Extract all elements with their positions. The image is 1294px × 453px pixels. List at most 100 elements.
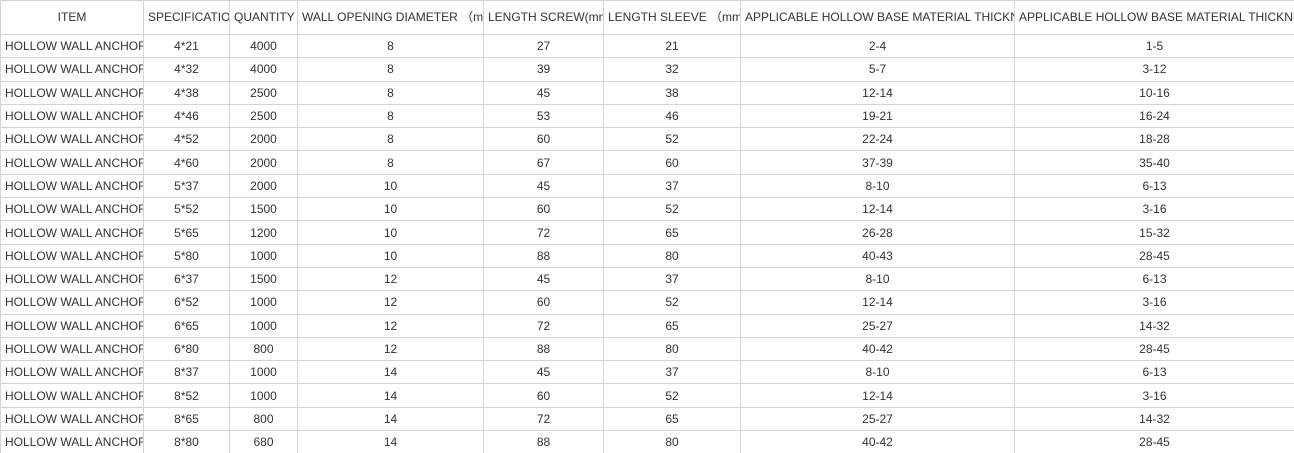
cell-quantity: 4000: [229, 57, 298, 82]
cell-quantity: 1000: [229, 313, 298, 338]
table-row: HOLLOW WALL ANCHOR 4*21 4000 8 27 21 2-4 1-5: [0, 33, 1294, 59]
cell-length-screw: 72: [483, 406, 604, 432]
cell-specification: 6*65: [143, 313, 230, 338]
cell-item: HOLLOW WALL ANCHOR: [0, 406, 144, 432]
cell-item: HOLLOW WALL ANCHOR: [0, 243, 144, 268]
cell-wall-opening-diameter: 10: [297, 173, 484, 199]
cell-wall-opening-diameter: 12: [297, 336, 484, 362]
column-header-item: ITEM: [0, 0, 144, 35]
cell-item: HOLLOW WALL ANCHOR: [0, 127, 144, 152]
cell-specification: 4*46: [143, 103, 230, 129]
cell-item: HOLLOW WALL ANCHOR: [0, 220, 144, 245]
cell-limit-range: 3-16: [1014, 383, 1294, 408]
cell-length-sleeve: 65: [603, 220, 741, 245]
cell-wall-opening-diameter: 8: [297, 150, 484, 175]
table-body: HOLLOW WALL ANCHOR 4*21 4000 8 27 21 2-4 1-5 HOL…: [0, 33, 1294, 453]
header-row: ITEMSPECIFICATIONQUANTITYWALL OPENING DI…: [0, 0, 1294, 35]
cell-limit-range: 18-28: [1014, 127, 1294, 152]
cell-length-screw: 45: [483, 360, 604, 385]
cell-specification: 4*60: [143, 150, 230, 175]
cell-limit-range: 10-16: [1014, 80, 1294, 105]
cell-quantity: 2000: [229, 127, 298, 152]
cell-length-screw: 88: [483, 336, 604, 362]
cell-optimum-range: 12-14: [740, 80, 1015, 105]
cell-optimum-range: 40-42: [740, 336, 1015, 362]
cell-wall-opening-diameter: 10: [297, 197, 484, 222]
cell-item: HOLLOW WALL ANCHOR: [0, 173, 144, 199]
cell-length-sleeve: 52: [603, 383, 741, 408]
cell-specification: 8*65: [143, 406, 230, 432]
cell-limit-range: 6-13: [1014, 266, 1294, 292]
cell-limit-range: 6-13: [1014, 173, 1294, 199]
cell-wall-opening-diameter: 10: [297, 243, 484, 268]
cell-length-sleeve: 37: [603, 360, 741, 385]
cell-length-sleeve: 80: [603, 243, 741, 268]
table-row: HOLLOW WALL ANCHOR 5*52 1500 10 60 52 12-14 3-1…: [0, 197, 1294, 222]
cell-specification: 4*38: [143, 80, 230, 105]
cell-length-screw: 67: [483, 150, 604, 175]
cell-limit-range: 16-24: [1014, 103, 1294, 129]
cell-specification: 4*52: [143, 127, 230, 152]
cell-quantity: 2500: [229, 80, 298, 105]
cell-optimum-range: 40-42: [740, 430, 1015, 453]
cell-wall-opening-diameter: 14: [297, 430, 484, 453]
cell-item: HOLLOW WALL ANCHOR: [0, 33, 144, 59]
cell-item: HOLLOW WALL ANCHOR: [0, 336, 144, 362]
cell-wall-opening-diameter: 12: [297, 313, 484, 338]
cell-optimum-range: 12-14: [740, 290, 1015, 315]
cell-quantity: 2500: [229, 103, 298, 129]
table-row: HOLLOW WALL ANCHOR 4*38 2500 8 45 38 12-14 10-1…: [0, 80, 1294, 105]
cell-item: HOLLOW WALL ANCHOR: [0, 57, 144, 82]
cell-item: HOLLOW WALL ANCHOR: [0, 430, 144, 453]
cell-item: HOLLOW WALL ANCHOR: [0, 80, 144, 105]
cell-quantity: 800: [229, 406, 298, 432]
cell-optimum-range: 12-14: [740, 197, 1015, 222]
column-header-length-sleeve: LENGTH SLEEVE （mm）: [603, 0, 741, 35]
cell-length-screw: 60: [483, 383, 604, 408]
column-header-optimum-range: APPLICABLE HOLLOW BASE MATERIAL THICKNES…: [740, 0, 1015, 35]
cell-limit-range: 3-12: [1014, 57, 1294, 82]
cell-specification: 5*37: [143, 173, 230, 199]
cell-limit-range: 3-16: [1014, 290, 1294, 315]
cell-item: HOLLOW WALL ANCHOR: [0, 197, 144, 222]
cell-length-sleeve: 21: [603, 33, 741, 59]
cell-length-screw: 27: [483, 33, 604, 59]
cell-limit-range: 28-45: [1014, 430, 1294, 453]
cell-wall-opening-diameter: 12: [297, 266, 484, 292]
cell-limit-range: 1-5: [1014, 33, 1294, 59]
cell-specification: 6*52: [143, 290, 230, 315]
column-header-limit-range: APPLICABLE HOLLOW BASE MATERIAL THICKNES…: [1014, 0, 1294, 35]
table-row: HOLLOW WALL ANCHOR 5*80 1000 10 88 80 40-43 28-…: [0, 243, 1294, 268]
cell-optimum-range: 22-24: [740, 127, 1015, 152]
cell-optimum-range: 26-28: [740, 220, 1015, 245]
table-row: HOLLOW WALL ANCHOR 5*37 2000 10 45 37 8-10 6-13: [0, 173, 1294, 199]
cell-wall-opening-diameter: 10: [297, 220, 484, 245]
cell-wall-opening-diameter: 8: [297, 57, 484, 82]
cell-length-screw: 45: [483, 266, 604, 292]
cell-length-screw: 60: [483, 290, 604, 315]
cell-quantity: 1500: [229, 197, 298, 222]
cell-item: HOLLOW WALL ANCHOR: [0, 313, 144, 338]
column-header-specification: SPECIFICATION: [143, 0, 230, 35]
cell-quantity: 1500: [229, 266, 298, 292]
cell-limit-range: 3-16: [1014, 197, 1294, 222]
column-header-length-screw: LENGTH SCREW(mm): [483, 0, 604, 35]
cell-length-sleeve: 65: [603, 313, 741, 338]
cell-limit-range: 28-45: [1014, 243, 1294, 268]
cell-length-screw: 45: [483, 80, 604, 105]
cell-specification: 5*52: [143, 197, 230, 222]
cell-optimum-range: 8-10: [740, 173, 1015, 199]
cell-length-sleeve: 80: [603, 336, 741, 362]
cell-quantity: 1000: [229, 290, 298, 315]
cell-length-sleeve: 37: [603, 173, 741, 199]
cell-quantity: 1000: [229, 383, 298, 408]
table-row: HOLLOW WALL ANCHOR 6*80 800 12 88 80 40-42 28-4…: [0, 336, 1294, 362]
cell-optimum-range: 40-43: [740, 243, 1015, 268]
cell-optimum-range: 2-4: [740, 33, 1015, 59]
cell-limit-range: 35-40: [1014, 150, 1294, 175]
cell-limit-range: 14-32: [1014, 406, 1294, 432]
cell-wall-opening-diameter: 14: [297, 383, 484, 408]
cell-length-sleeve: 37: [603, 266, 741, 292]
table-row: HOLLOW WALL ANCHOR 8*52 1000 14 60 52 12-14 3-1…: [0, 383, 1294, 408]
cell-optimum-range: 8-10: [740, 266, 1015, 292]
